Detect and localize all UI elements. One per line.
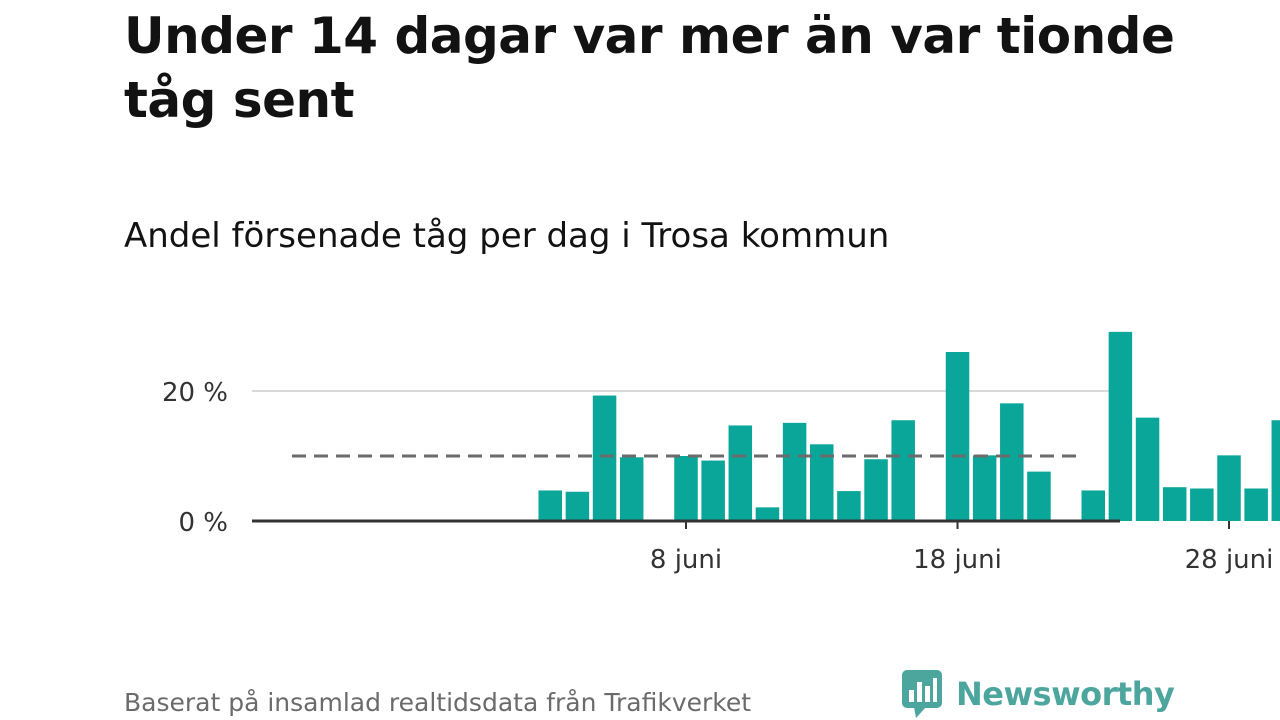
bar — [1027, 471, 1051, 521]
bar — [1135, 417, 1160, 521]
bar — [1000, 403, 1024, 521]
axes: 0 % 20 % 8 juni 18 juni 28 juni — [162, 378, 1273, 575]
bar — [1217, 455, 1241, 521]
newsworthy-logo-icon — [902, 670, 942, 718]
bar — [1108, 331, 1133, 521]
bars — [538, 331, 1280, 521]
x-tick-label: 28 juni — [1185, 545, 1274, 575]
bar — [728, 425, 753, 521]
newsworthy-logo: Newsworthy — [902, 670, 1175, 718]
y-tick-label: 20 % — [162, 378, 228, 408]
bar — [1190, 488, 1214, 521]
bar — [864, 459, 888, 521]
newsworthy-logo-text: Newsworthy — [956, 675, 1175, 713]
bar — [1081, 490, 1105, 521]
bar — [755, 507, 780, 521]
bar — [1271, 420, 1280, 521]
bar — [945, 352, 970, 521]
bar — [565, 491, 590, 521]
bar — [674, 456, 698, 521]
bar — [619, 457, 644, 521]
bar — [1244, 488, 1268, 521]
bar — [592, 395, 617, 521]
bar — [538, 490, 562, 521]
chart-subtitle: Andel försenade tåg per dag i Trosa komm… — [124, 216, 890, 256]
bar — [891, 420, 915, 521]
bar — [837, 491, 861, 521]
y-tick-label: 0 % — [178, 508, 228, 538]
source-note: Baserat på insamlad realtidsdata från Tr… — [124, 688, 752, 717]
x-tick-label: 18 juni — [913, 545, 1002, 575]
bar — [972, 455, 997, 521]
bar — [1162, 487, 1187, 521]
x-tick-label: 8 juni — [650, 545, 722, 575]
bar — [810, 444, 834, 521]
chart-title: Under 14 dagar var mer än var tionde tåg… — [124, 7, 1175, 129]
bar-chart: 0 % 20 % 8 juni 18 juni 28 juni — [162, 331, 1280, 575]
bar — [782, 422, 807, 521]
bar — [701, 460, 725, 521]
